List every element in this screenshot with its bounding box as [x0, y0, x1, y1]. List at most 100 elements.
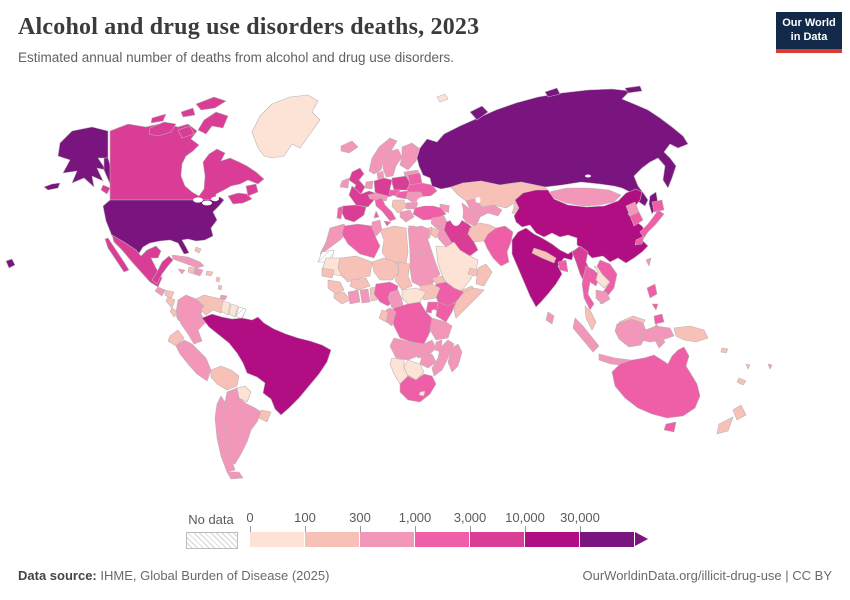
country-france[interactable]: [348, 185, 376, 208]
country-thailand[interactable]: [581, 265, 601, 311]
country-chile[interactable]: [214, 395, 236, 473]
country-bahamas[interactable]: [194, 246, 202, 254]
country-sweden[interactable]: [382, 148, 403, 178]
country-vanuatu[interactable]: [745, 363, 751, 370]
country-benelux[interactable]: [364, 180, 374, 190]
country-indonesia-kalimantan[interactable]: [614, 318, 648, 348]
country-dominican-republic[interactable]: [193, 267, 204, 277]
country-sierra-leone-liberia[interactable]: [333, 291, 351, 305]
country-niger[interactable]: [371, 257, 401, 281]
country-vietnam[interactable]: [596, 259, 618, 305]
country-tunisia[interactable]: [371, 219, 383, 237]
country-spain[interactable]: [340, 204, 367, 223]
country-central-african-republic[interactable]: [401, 287, 427, 305]
country-norway[interactable]: [368, 137, 398, 175]
country-canada-devon[interactable]: [180, 107, 196, 118]
country-taiwan[interactable]: [645, 257, 652, 267]
country-united-states-alaska[interactable]: [57, 126, 109, 188]
country-south-africa[interactable]: [399, 373, 437, 403]
country-cuba[interactable]: [171, 254, 205, 269]
legend-bin-1,000[interactable]: [415, 532, 470, 547]
country-peru[interactable]: [175, 339, 212, 382]
legend-bin-0[interactable]: [250, 532, 305, 547]
country-sri-lanka[interactable]: [545, 311, 555, 325]
legend-bin-3,000[interactable]: [470, 532, 525, 547]
country-somalia[interactable]: [453, 287, 485, 319]
owid-logo[interactable]: Our World in Data: [776, 12, 842, 53]
country-kenya[interactable]: [435, 301, 457, 323]
country-greenland[interactable]: [251, 94, 321, 159]
country-japan-honshu[interactable]: [639, 209, 665, 239]
country-mexico[interactable]: [111, 234, 163, 288]
country-nepal[interactable]: [531, 247, 557, 264]
legend-bin-300[interactable]: [360, 532, 415, 547]
country-guinea[interactable]: [327, 279, 345, 295]
country-senegal[interactable]: [321, 267, 335, 279]
country-canada-maritimes[interactable]: [227, 192, 253, 205]
no-data-swatch[interactable]: [186, 532, 238, 549]
country-mali[interactable]: [337, 255, 373, 283]
country-egypt[interactable]: [407, 225, 433, 253]
country-canada-ellesmere[interactable]: [195, 96, 227, 111]
country-united-kingdom[interactable]: [348, 167, 366, 195]
country-mexico-baja[interactable]: [104, 237, 130, 273]
country-canada-vancouver-island[interactable]: [100, 184, 111, 195]
country-drc[interactable]: [389, 301, 433, 345]
country-iran[interactable]: [443, 217, 479, 257]
country-cambodia[interactable]: [595, 289, 611, 305]
country-australia-tasmania[interactable]: [663, 421, 677, 433]
country-fiji[interactable]: [767, 363, 773, 370]
country-chad[interactable]: [394, 261, 413, 291]
country-russia-severnaya[interactable]: [544, 87, 561, 98]
country-bangladesh[interactable]: [557, 259, 569, 273]
country-japan-kyushu[interactable]: [634, 235, 645, 246]
country-united-states-hawaii[interactable]: [5, 258, 16, 269]
country-guyana[interactable]: [220, 300, 231, 316]
country-lesotho[interactable]: [418, 390, 426, 397]
country-puerto-rico[interactable]: [205, 270, 214, 277]
country-svalbard[interactable]: [436, 93, 449, 103]
country-pakistan[interactable]: [483, 225, 514, 267]
legend-bin-10,000[interactable]: [525, 532, 580, 547]
country-iceland[interactable]: [340, 140, 359, 154]
country-canada-newfoundland[interactable]: [245, 183, 259, 197]
country-hungary-slovakia[interactable]: [395, 190, 409, 200]
country-canada-victoria-island[interactable]: [148, 121, 177, 137]
country-bolivia[interactable]: [210, 365, 240, 391]
country-jamaica[interactable]: [177, 268, 186, 275]
country-italy-sicily[interactable]: [383, 220, 392, 227]
country-italy[interactable]: [374, 197, 397, 222]
country-russia-novaya-zemlya[interactable]: [469, 105, 489, 121]
country-portugal[interactable]: [336, 205, 344, 220]
country-guatemala[interactable]: [154, 286, 166, 297]
country-new-zealand-south[interactable]: [716, 416, 734, 435]
country-ireland[interactable]: [339, 177, 350, 189]
country-tanzania[interactable]: [429, 317, 453, 341]
country-haiti[interactable]: [187, 266, 196, 275]
country-balkans[interactable]: [391, 199, 407, 214]
country-canada[interactable]: [109, 122, 265, 201]
country-mongolia[interactable]: [548, 187, 622, 207]
country-oman[interactable]: [475, 263, 493, 287]
country-madagascar[interactable]: [447, 343, 463, 373]
country-indonesia-sumatra[interactable]: [572, 317, 600, 353]
country-papua-new-guinea[interactable]: [673, 325, 709, 343]
country-united-states-aleutians[interactable]: [43, 182, 61, 191]
country-uruguay[interactable]: [258, 409, 272, 423]
country-zimbabwe[interactable]: [419, 353, 437, 369]
country-japan-hokkaido[interactable]: [651, 199, 665, 213]
country-switzerland-austria[interactable]: [367, 192, 389, 202]
legend-bin-100[interactable]: [305, 532, 360, 547]
country-ghana[interactable]: [359, 288, 371, 304]
country-new-zealand-north[interactable]: [732, 404, 747, 421]
country-solomon-islands[interactable]: [720, 347, 729, 354]
country-canada-baffin[interactable]: [197, 111, 229, 135]
country-zambia[interactable]: [411, 339, 437, 359]
country-australia[interactable]: [611, 346, 701, 419]
country-uae[interactable]: [467, 267, 479, 277]
country-ecuador[interactable]: [167, 329, 185, 347]
country-algeria[interactable]: [341, 223, 381, 259]
country-indonesia-papua[interactable]: [639, 325, 675, 343]
country-ivory-coast[interactable]: [347, 289, 361, 305]
country-philippines-mindanao[interactable]: [653, 313, 665, 325]
